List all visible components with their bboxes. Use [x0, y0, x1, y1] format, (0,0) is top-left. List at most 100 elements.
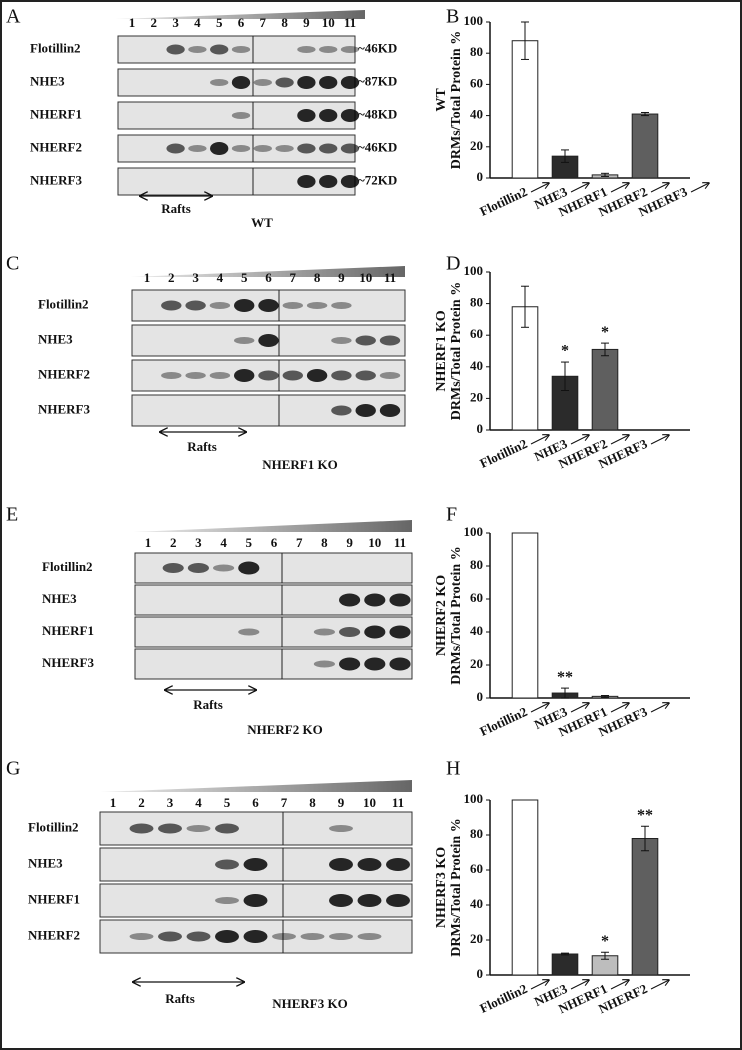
blot-band	[188, 145, 207, 152]
blot-band	[186, 931, 211, 942]
y-axis-label: DRMs/Total Protein %	[449, 546, 464, 684]
blot-band	[253, 145, 272, 152]
genotype-label: WT	[251, 215, 273, 230]
blot-band	[258, 334, 279, 347]
size-label: ~87KD	[358, 73, 397, 88]
panel-letter: D	[446, 253, 460, 275]
size-label: ~46KD	[358, 139, 397, 154]
blot-band	[209, 302, 231, 309]
protein-label: NHERF1	[28, 891, 80, 906]
y-tick-label: 60	[470, 75, 483, 90]
blot-band	[339, 627, 361, 637]
blot-band	[233, 337, 255, 344]
lane-number: 3	[192, 270, 199, 285]
y-tick-label: 40	[470, 896, 483, 911]
protein-label: NHERF3	[42, 655, 95, 670]
y-tick-label: 100	[464, 791, 484, 806]
blot-band	[340, 175, 360, 188]
blot-band	[331, 302, 352, 309]
protein-label: NHERF1	[30, 106, 82, 121]
category-arrow	[650, 703, 669, 713]
blot-band	[319, 109, 338, 122]
lane-number: 5	[224, 795, 231, 810]
blot-band	[319, 175, 338, 188]
y-axis-label: DRMs/Total Protein %	[449, 282, 464, 420]
blot-band	[313, 660, 335, 668]
y-tick-label: 40	[470, 107, 483, 122]
y-tick-label: 80	[470, 826, 483, 841]
lane-number: 6	[252, 795, 259, 810]
lane-number: 1	[110, 795, 117, 810]
lane-number: 1	[129, 15, 136, 30]
category-arrow	[650, 183, 669, 193]
y-tick-label: 60	[470, 861, 483, 876]
category-arrow	[530, 703, 549, 713]
protein-label: NHE3	[28, 855, 63, 870]
rafts-label: Rafts	[193, 697, 223, 712]
blot-band	[340, 76, 360, 89]
bar	[511, 532, 539, 699]
protein-label: NHE3	[42, 591, 77, 606]
chart-title: NHERF2 KO	[434, 575, 449, 656]
rafts-label: Rafts	[187, 439, 217, 454]
blot-band	[231, 46, 251, 53]
x-tick-label: Flotillin2	[477, 184, 529, 219]
lane-number: 6	[271, 535, 278, 550]
y-tick-label: 80	[470, 44, 483, 59]
blot-band	[306, 369, 328, 382]
blot-band	[243, 858, 268, 871]
lane-number: 6	[265, 270, 272, 285]
panel-letter: G	[6, 758, 20, 780]
category-arrow	[530, 183, 549, 193]
blot-band	[340, 109, 360, 122]
blot-band	[331, 337, 352, 344]
blot-band	[188, 46, 207, 53]
blot-band	[329, 858, 353, 871]
lane-number: 3	[172, 15, 179, 30]
blot-band	[331, 370, 352, 381]
lane-number: 4	[220, 535, 227, 550]
significance-mark: *	[561, 343, 569, 360]
protein-label: NHE3	[38, 331, 73, 346]
category-arrow	[530, 980, 549, 990]
y-tick-label: 40	[470, 358, 483, 373]
blot-band	[161, 372, 182, 379]
category-arrow	[570, 435, 589, 445]
blot-band	[253, 79, 272, 86]
y-tick-label: 0	[477, 689, 484, 704]
significance-mark: **	[557, 669, 573, 686]
lane-number: 7	[296, 535, 303, 550]
lane-number: 9	[346, 535, 353, 550]
chart-title: NHERF3 KO	[434, 847, 449, 928]
lane-number: 7	[281, 795, 288, 810]
lane-number: 10	[363, 795, 376, 810]
lane-number: 3	[167, 795, 174, 810]
protein-label: Flotillin2	[38, 296, 89, 311]
blot-band	[210, 79, 229, 86]
blot-band	[297, 46, 316, 53]
blot-band	[282, 370, 304, 381]
blot-band	[161, 300, 182, 311]
blot-band	[339, 657, 361, 671]
lane-number: 9	[338, 795, 345, 810]
lane-number: 1	[145, 535, 152, 550]
blot-band	[238, 561, 260, 575]
lane-number: 11	[394, 535, 406, 550]
bar	[551, 953, 579, 976]
protein-label: Flotillin2	[42, 559, 93, 574]
lane-number: 8	[281, 15, 288, 30]
blot-band	[233, 369, 255, 382]
blot-band	[379, 372, 401, 379]
lane-number: 9	[338, 270, 345, 285]
protein-label: NHERF1	[42, 623, 94, 638]
y-tick-label: 100	[464, 263, 484, 278]
blot-band	[231, 76, 251, 89]
blot-band	[319, 143, 338, 154]
x-tick-label: Flotillin2	[477, 436, 529, 471]
lane-number: 1	[144, 270, 151, 285]
lane-number: 10	[322, 15, 335, 30]
blot-band	[238, 628, 260, 636]
blot-band	[233, 299, 255, 312]
rafts-label: Rafts	[165, 991, 195, 1006]
